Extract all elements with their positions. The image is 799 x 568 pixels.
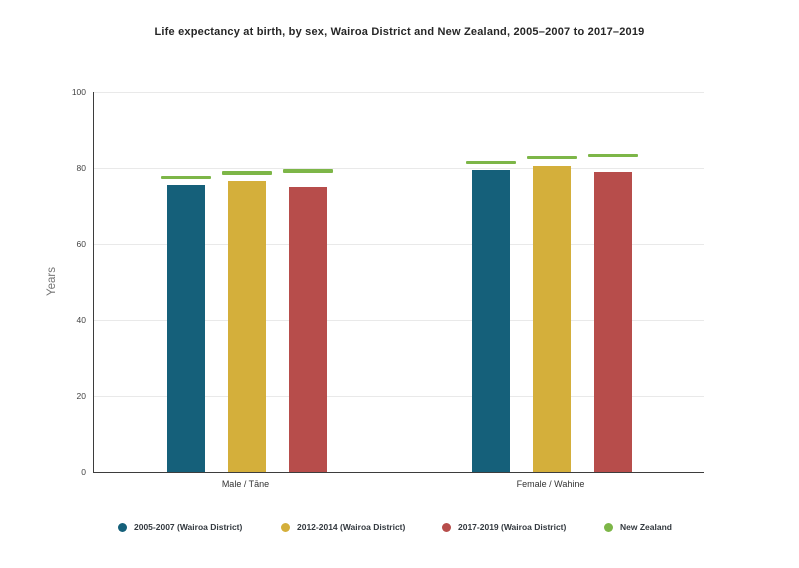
legend-item: 2005-2007 (Wairoa District) — [118, 521, 242, 533]
nz-marker-dash — [221, 171, 272, 175]
gridline — [94, 395, 704, 397]
bar — [593, 171, 632, 472]
y-tick-label: 40 — [76, 315, 86, 325]
gridline — [94, 167, 704, 169]
plot-area — [93, 91, 704, 473]
legend-label: 2005-2007 (Wairoa District) — [134, 522, 243, 532]
y-tick-label: 20 — [76, 391, 86, 401]
legend-swatch-circle-icon — [442, 522, 451, 532]
bar — [166, 185, 205, 472]
y-tick-label: 0 — [81, 467, 86, 477]
legend-swatch-circle-icon — [604, 522, 613, 532]
chart-title: Life expectancy at birth, by sex, Wairoa… — [154, 26, 645, 38]
y-tick-label: 80 — [76, 163, 86, 173]
nz-marker-dash — [526, 155, 577, 160]
y-tick-label: 100 — [71, 87, 86, 97]
bar — [532, 166, 571, 472]
bar — [227, 180, 266, 472]
y-tick-label: 60 — [76, 239, 86, 249]
legend-item: 2017-2019 (Wairoa District) — [442, 521, 566, 533]
nz-marker-dash — [587, 153, 638, 158]
x-axis-category-label: Female / Wahine — [516, 479, 585, 489]
gridline — [94, 91, 704, 93]
bar — [471, 170, 510, 472]
gridline — [94, 243, 704, 245]
legend-swatch-circle-icon — [281, 522, 290, 532]
bar — [288, 186, 327, 472]
x-axis-category-label: Male / Tāne — [221, 479, 270, 489]
legend-item: 2012-2014 (Wairoa District) — [281, 521, 405, 533]
legend-label: 2017-2019 (Wairoa District) — [458, 522, 567, 532]
nz-marker-dash — [465, 160, 516, 165]
legend-label: New Zealand — [620, 522, 672, 532]
nz-marker-dash — [160, 175, 211, 180]
y-axis-title: Years — [46, 267, 58, 297]
nz-marker-dash — [282, 169, 333, 173]
legend-swatch-circle-icon — [118, 522, 127, 532]
gridline — [94, 319, 704, 321]
legend-label: 2012-2014 (Wairoa District) — [297, 522, 406, 532]
legend-item: New Zealand — [604, 521, 672, 533]
